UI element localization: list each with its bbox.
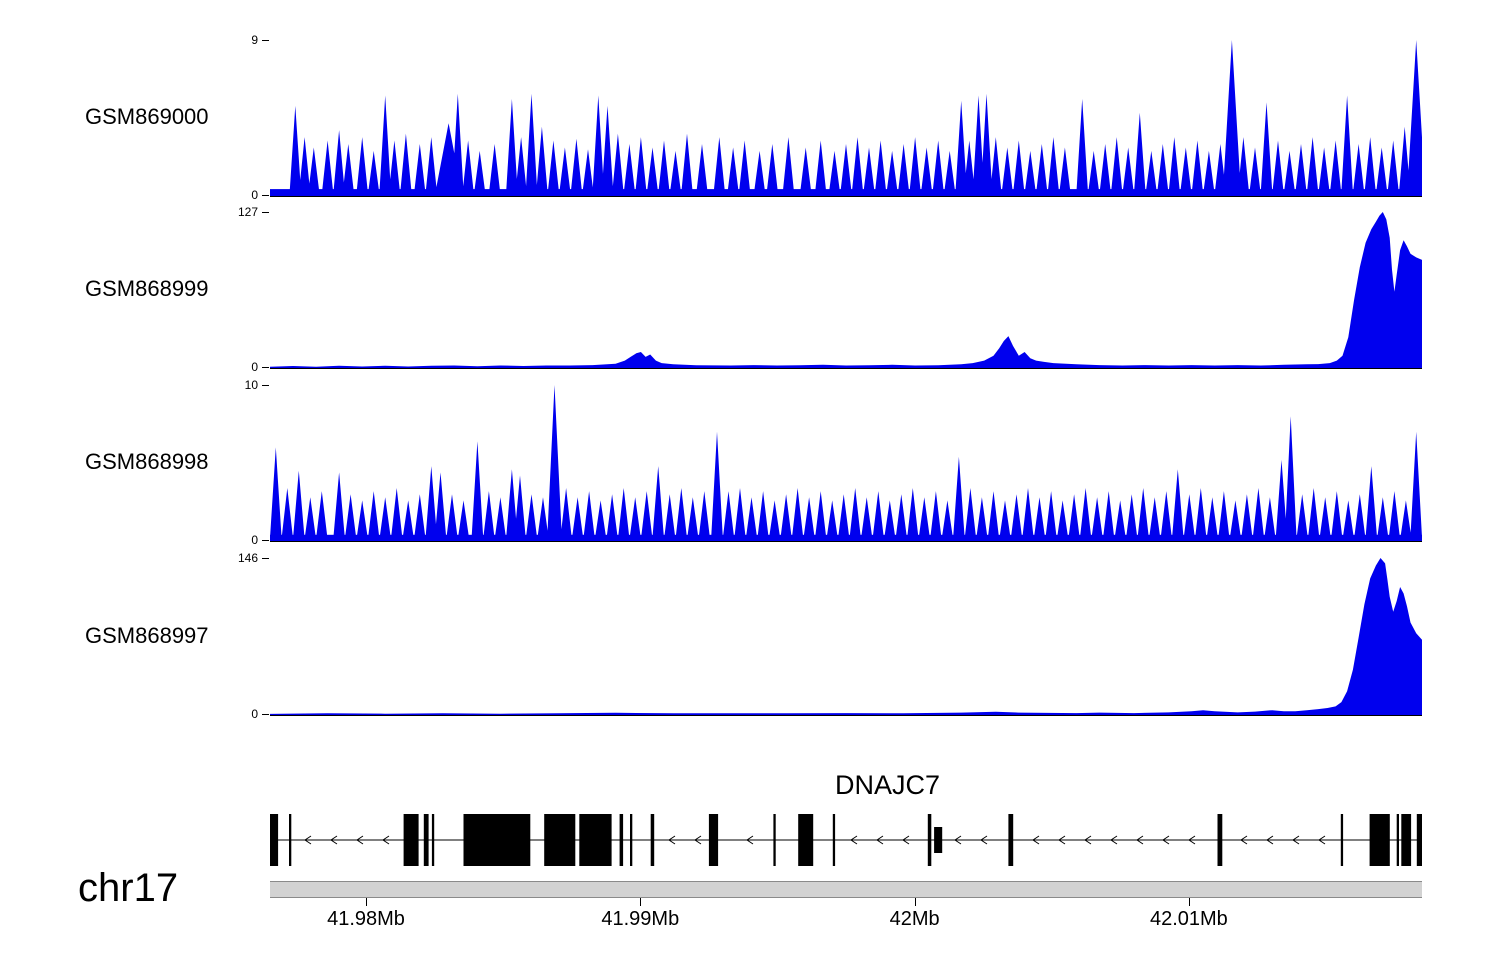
y-axis-top-tick — [262, 385, 269, 386]
exon — [708, 814, 719, 866]
strand-arrow-icon — [746, 835, 754, 845]
strand-arrow-icon — [850, 835, 858, 845]
gene-model — [270, 814, 1422, 866]
exon — [1416, 814, 1422, 866]
track-label: GSM868997 — [85, 622, 209, 648]
y-axis-max-label: 127 — [237, 205, 258, 219]
exon — [927, 814, 932, 866]
exon — [619, 814, 624, 866]
strand-arrow-icon — [902, 835, 910, 845]
exon — [270, 814, 279, 866]
exon — [1340, 814, 1344, 866]
strand-arrow-icon — [1292, 835, 1300, 845]
track-baseline — [270, 541, 1422, 542]
strand-arrow-icon — [1188, 835, 1196, 845]
exon — [544, 814, 576, 866]
axis-tick — [1188, 898, 1190, 906]
coverage-polygon — [270, 212, 1422, 368]
genome-axis-bar — [270, 881, 1422, 898]
strand-arrow-icon — [304, 835, 312, 845]
strand-arrow-icon — [876, 835, 884, 845]
coverage-polygon — [270, 40, 1422, 196]
exon — [934, 827, 943, 853]
exon — [650, 814, 655, 866]
strand-arrow-icon — [330, 835, 338, 845]
track-baseline — [270, 368, 1422, 369]
strand-arrow-icon — [1240, 835, 1248, 845]
axis-tick — [914, 898, 916, 906]
axis-tick — [366, 898, 367, 906]
exon — [403, 814, 419, 866]
y-axis-zero-label: 0 — [251, 188, 258, 202]
strand-arrow-icon — [382, 835, 390, 845]
exon — [1008, 814, 1014, 866]
track-baseline — [270, 715, 1422, 716]
strand-arrow-icon — [1110, 835, 1118, 845]
y-axis-zero-tick — [262, 714, 269, 715]
y-axis-max-label: 146 — [237, 551, 258, 565]
strand-arrow-icon — [954, 835, 962, 845]
y-axis-zero-label: 0 — [251, 533, 258, 547]
y-axis-top-tick — [262, 212, 269, 213]
track-label: GSM869000 — [85, 104, 209, 129]
baseline-signal — [270, 534, 1422, 541]
baseline-signal — [270, 189, 1422, 196]
y-axis-top-tick — [262, 40, 269, 41]
strand-arrow-icon — [694, 835, 702, 845]
axis-tick-label: 41.99Mb — [601, 908, 680, 930]
y-axis-top-tick — [262, 558, 269, 559]
exon — [423, 814, 429, 866]
strand-arrow-icon — [1136, 835, 1144, 845]
axis-tick — [640, 898, 642, 906]
exon — [289, 814, 292, 866]
exon — [1369, 814, 1390, 866]
exon — [773, 814, 776, 866]
strand-arrow-icon — [1162, 835, 1170, 845]
strand-arrow-icon — [1266, 835, 1274, 845]
strand-arrow-icon — [1032, 835, 1040, 845]
track-baseline — [270, 196, 1422, 197]
strand-arrow-icon — [1058, 835, 1066, 845]
axis-tick-label: 41.98Mb — [327, 908, 405, 930]
exon — [630, 814, 633, 866]
track-label: GSM868999 — [85, 276, 209, 301]
strand-arrow-icon — [980, 835, 988, 845]
chromosome-label: chr17 — [78, 866, 179, 910]
exon — [1217, 814, 1223, 866]
signal-area-GSM869000 — [270, 40, 1422, 196]
exon — [798, 814, 814, 866]
y-axis-zero-label: 0 — [251, 360, 258, 374]
strand-arrow-icon — [1084, 835, 1092, 845]
y-axis-zero-tick — [262, 195, 269, 196]
exon — [463, 814, 531, 866]
y-axis-zero-tick — [262, 367, 269, 368]
signal-area-GSM868999 — [270, 212, 1422, 368]
track-label: GSM868998 — [85, 449, 209, 474]
coverage-polygon — [270, 385, 1422, 541]
exon — [1396, 814, 1399, 866]
strand-arrow-icon — [356, 835, 364, 845]
signal-area-GSM868998 — [270, 385, 1422, 541]
gene-name-label: DNAJC7 — [834, 770, 940, 800]
y-axis-max-label: 10 — [244, 378, 258, 392]
axis-tick-label: 42.01Mb — [1149, 908, 1228, 930]
strand-arrow-icon — [668, 835, 676, 845]
strand-arrow-icon — [1318, 835, 1326, 845]
exon — [1401, 814, 1412, 866]
y-axis-zero-label: 0 — [251, 707, 258, 721]
coverage-polygon — [270, 558, 1422, 715]
signal-area-GSM868997 — [270, 558, 1422, 715]
y-axis-zero-tick — [262, 540, 269, 541]
exon — [832, 814, 836, 866]
exon — [431, 814, 435, 866]
axis-tick-label: 42Mb — [889, 908, 940, 930]
exon — [579, 814, 612, 866]
y-axis-max-label: 9 — [251, 33, 258, 47]
